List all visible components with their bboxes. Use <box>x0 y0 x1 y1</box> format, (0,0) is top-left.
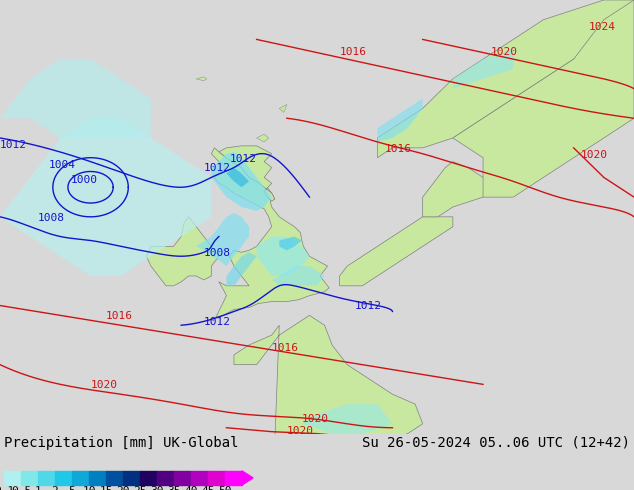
Polygon shape <box>197 213 249 266</box>
Polygon shape <box>257 134 269 142</box>
Polygon shape <box>0 59 151 138</box>
Text: 45: 45 <box>201 487 215 490</box>
Polygon shape <box>377 98 423 142</box>
Bar <box>123 471 140 485</box>
Text: 1008: 1008 <box>38 213 65 223</box>
Text: 1020: 1020 <box>302 414 329 424</box>
Text: 15: 15 <box>100 487 113 490</box>
Polygon shape <box>226 168 249 187</box>
Text: 1012: 1012 <box>204 164 231 173</box>
Polygon shape <box>377 0 634 158</box>
Text: 35: 35 <box>167 487 181 490</box>
Polygon shape <box>272 266 325 286</box>
Text: 1020: 1020 <box>287 426 314 436</box>
Bar <box>208 471 225 485</box>
Polygon shape <box>279 104 287 112</box>
Polygon shape <box>453 0 634 197</box>
Text: 1: 1 <box>35 487 41 490</box>
Text: 1020: 1020 <box>91 380 117 391</box>
Text: 1020: 1020 <box>581 149 608 160</box>
Bar <box>72 471 89 485</box>
Polygon shape <box>242 471 253 485</box>
Text: 0.1: 0.1 <box>0 487 14 490</box>
Bar <box>55 471 72 485</box>
Text: 1024: 1024 <box>589 22 616 31</box>
Bar <box>38 471 55 485</box>
Polygon shape <box>423 162 491 217</box>
Text: 1016: 1016 <box>340 47 366 57</box>
Text: 1016: 1016 <box>106 311 133 321</box>
Polygon shape <box>219 146 275 201</box>
Polygon shape <box>211 152 272 211</box>
Polygon shape <box>279 237 302 250</box>
Text: 5: 5 <box>68 487 75 490</box>
Bar <box>225 471 242 485</box>
Polygon shape <box>211 148 329 318</box>
Polygon shape <box>257 237 309 276</box>
Text: 1000: 1000 <box>71 175 98 185</box>
Polygon shape <box>0 118 211 276</box>
Polygon shape <box>226 252 257 286</box>
Text: 1008: 1008 <box>204 248 231 258</box>
Text: 1016: 1016 <box>272 343 299 353</box>
Text: 30: 30 <box>150 487 164 490</box>
Bar <box>106 471 123 485</box>
Text: 1004: 1004 <box>48 160 75 170</box>
Text: 1016: 1016 <box>385 144 412 154</box>
Text: 1012: 1012 <box>204 317 231 327</box>
Polygon shape <box>302 404 392 434</box>
Bar <box>4 471 21 485</box>
Bar <box>89 471 106 485</box>
Text: 20: 20 <box>116 487 130 490</box>
Text: 50: 50 <box>218 487 232 490</box>
Bar <box>174 471 191 485</box>
Bar <box>140 471 157 485</box>
Text: 40: 40 <box>184 487 198 490</box>
Text: 2: 2 <box>51 487 58 490</box>
Polygon shape <box>340 217 453 286</box>
Text: 0.5: 0.5 <box>11 487 31 490</box>
Text: 25: 25 <box>133 487 146 490</box>
Text: 1012: 1012 <box>355 301 382 312</box>
Bar <box>191 471 208 485</box>
Polygon shape <box>453 49 514 89</box>
Polygon shape <box>234 316 423 443</box>
Text: 1012: 1012 <box>0 140 27 150</box>
Text: Precipitation [mm] UK-Global: Precipitation [mm] UK-Global <box>4 436 238 450</box>
Text: 1012: 1012 <box>230 154 256 164</box>
Polygon shape <box>197 77 207 81</box>
Bar <box>157 471 174 485</box>
Text: Su 26-05-2024 05..06 UTC (12+42): Su 26-05-2024 05..06 UTC (12+42) <box>362 436 630 450</box>
Text: 10: 10 <box>82 487 96 490</box>
Bar <box>21 471 38 485</box>
Polygon shape <box>146 217 219 286</box>
Text: 1020: 1020 <box>491 47 517 57</box>
